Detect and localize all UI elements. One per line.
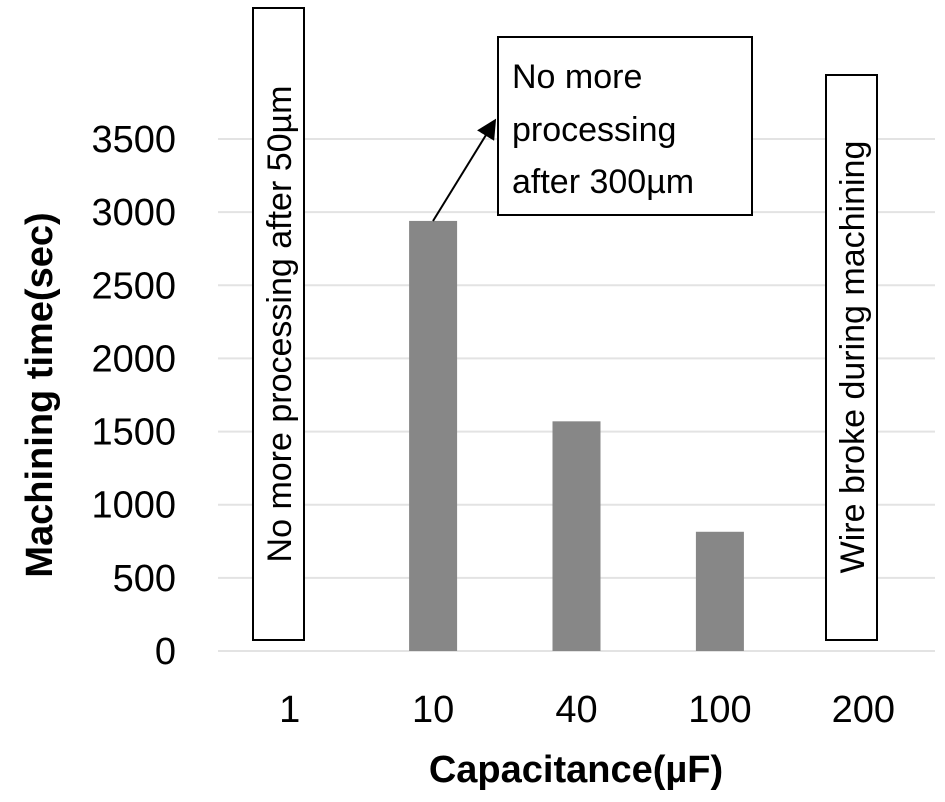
x-tick-label: 1	[279, 689, 300, 731]
y-tick-label: 0	[155, 631, 176, 673]
y-tick-label: 1000	[91, 485, 176, 527]
x-tick-label: 200	[832, 689, 895, 731]
x-tick-label: 40	[555, 689, 597, 731]
bar-100	[695, 531, 744, 651]
annotation-box-2	[497, 36, 753, 216]
y-axis-ticks: 0 500 1000 1500 2000 2500 3000 3500	[91, 119, 176, 673]
y-tick-label: 3000	[91, 192, 176, 234]
x-axis-title: Capacitance(µF)	[429, 749, 723, 791]
annotation-text-2-line-1: No more	[512, 58, 642, 96]
annotation-box-1	[252, 7, 305, 641]
annotation-text-1: No more processing after 50µm	[261, 86, 299, 563]
bars	[409, 220, 744, 652]
y-tick-label: 1500	[91, 412, 176, 454]
x-axis-ticks: 1 10 40 100 200	[279, 689, 895, 731]
y-tick-label: 2500	[91, 265, 176, 307]
y-axis-title: Machining time(sec)	[19, 212, 61, 577]
y-tick-label: 2000	[91, 338, 176, 380]
x-tick-label: 10	[412, 689, 454, 731]
callout-arrow	[432, 118, 497, 222]
annotation-text-2-line-2: processing	[512, 111, 676, 149]
y-tick-label: 3500	[91, 119, 176, 161]
annotation-box-3	[825, 74, 878, 641]
bar-40	[552, 421, 601, 651]
y-tick-label: 500	[113, 558, 176, 600]
annotation-text-3: Wire broke during machining	[834, 141, 872, 574]
x-tick-label: 100	[688, 689, 751, 731]
bar-10	[409, 220, 458, 652]
annotation-text-2-line-3: after 300µm	[512, 163, 694, 201]
